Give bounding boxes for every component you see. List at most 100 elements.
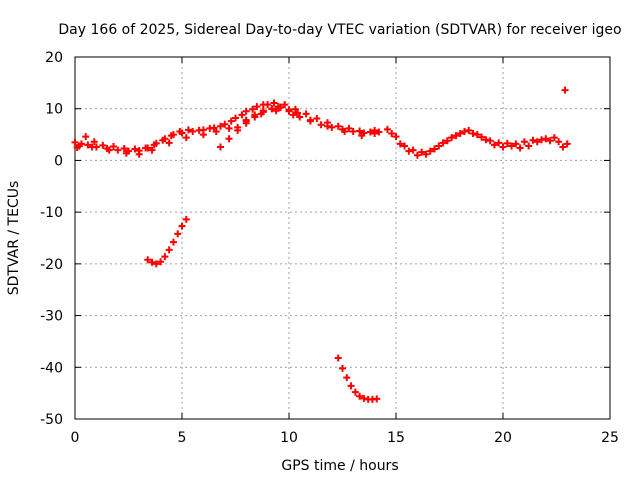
series-main-e	[388, 126, 567, 159]
data-points	[71, 86, 571, 403]
series-main-b	[75, 99, 383, 153]
data-point	[122, 149, 130, 157]
data-point	[439, 139, 447, 147]
data-point	[88, 143, 96, 151]
data-point	[478, 133, 486, 141]
data-point	[270, 99, 278, 107]
data-point	[285, 106, 293, 114]
data-point	[131, 145, 139, 153]
data-point	[268, 105, 276, 113]
data-point	[356, 127, 364, 135]
data-point	[435, 142, 443, 150]
data-point	[349, 127, 357, 135]
data-point	[516, 144, 524, 152]
data-point	[366, 128, 374, 136]
data-point	[159, 136, 167, 144]
data-point	[418, 148, 426, 156]
data-point	[212, 127, 220, 135]
data-point	[371, 126, 379, 134]
data-point	[272, 107, 280, 115]
data-point	[334, 122, 342, 130]
data-point	[176, 127, 184, 135]
plot-frame	[74, 56, 611, 420]
data-point	[161, 253, 169, 261]
data-point	[550, 134, 558, 142]
data-point	[555, 138, 563, 146]
data-point	[396, 140, 404, 148]
data-point	[199, 131, 207, 139]
data-point	[347, 382, 355, 390]
data-point	[82, 133, 90, 141]
data-point	[512, 140, 520, 148]
y-axis: -50 -40 -30 -20 -10 0 10 20	[40, 50, 610, 428]
x-tick-label: 5	[178, 430, 187, 446]
data-point	[294, 109, 302, 117]
data-point	[142, 144, 150, 152]
data-point	[73, 144, 81, 151]
y-tick-label: -10	[40, 205, 63, 221]
x-tick-label: 15	[387, 430, 405, 446]
data-point	[503, 139, 511, 147]
data-point	[490, 141, 498, 149]
y-tick-label: -20	[40, 257, 63, 273]
data-point	[460, 127, 468, 135]
data-point	[221, 120, 229, 128]
series-deep-arc	[334, 354, 381, 403]
data-point	[360, 394, 368, 402]
data-point	[291, 105, 299, 113]
chart-title: Day 166 of 2025, Sidereal Day-to-day VTE…	[58, 22, 621, 38]
data-point	[165, 246, 173, 254]
data-point	[227, 117, 235, 125]
data-point	[225, 135, 233, 143]
data-point	[375, 128, 383, 136]
series-outlier	[561, 86, 569, 94]
data-point	[184, 126, 192, 134]
data-point	[473, 131, 481, 139]
data-point	[533, 138, 541, 146]
data-point	[317, 121, 325, 129]
data-point	[328, 123, 336, 131]
data-point	[465, 126, 473, 134]
data-point	[135, 150, 143, 158]
data-point	[482, 136, 490, 144]
grid-lines	[75, 57, 610, 419]
data-point	[234, 123, 242, 131]
data-point	[90, 138, 98, 146]
data-point	[259, 101, 267, 109]
data-point	[225, 124, 233, 132]
series-low-arc	[144, 215, 190, 268]
data-point	[165, 139, 173, 147]
data-point	[296, 113, 304, 121]
y-tick-label: -30	[40, 309, 63, 325]
data-point	[167, 132, 175, 140]
data-point	[431, 145, 439, 153]
data-point	[114, 146, 122, 154]
y-tick-label: -50	[40, 412, 63, 428]
data-point	[563, 140, 571, 148]
x-tick-label: 0	[71, 430, 80, 446]
data-point	[178, 222, 186, 230]
data-point	[409, 146, 417, 154]
data-point	[373, 395, 381, 403]
data-point	[529, 136, 537, 144]
data-point	[508, 142, 516, 150]
data-point	[452, 132, 460, 140]
data-point	[443, 137, 451, 145]
data-point	[401, 142, 409, 150]
x-axis-label: GPS time / hours	[281, 458, 398, 474]
data-point	[249, 105, 257, 113]
data-point	[499, 143, 507, 151]
data-point	[339, 364, 346, 372]
data-point	[217, 143, 225, 151]
data-point	[324, 122, 332, 130]
y-tick-label: 20	[45, 50, 63, 66]
data-point	[253, 103, 261, 111]
data-point	[486, 137, 494, 145]
data-point	[71, 138, 79, 146]
data-point	[343, 374, 351, 382]
x-tick-label: 10	[280, 430, 298, 446]
data-point	[251, 111, 259, 119]
data-point	[152, 260, 160, 268]
data-point	[422, 150, 430, 158]
data-point	[383, 125, 391, 133]
